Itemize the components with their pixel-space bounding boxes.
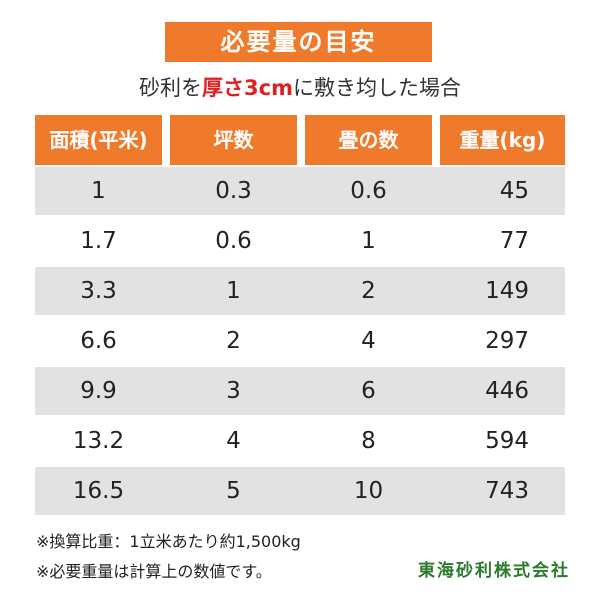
table-cell: 6.6	[80, 328, 117, 354]
table-cell: 5	[226, 478, 241, 504]
table-cell: 446	[485, 378, 529, 404]
table-cell: 16.5	[72, 478, 125, 504]
subtitle: 砂利を厚さ3cmに敷き均した場合	[0, 72, 600, 104]
table-cell: 13.2	[72, 428, 125, 454]
table-cell: 45	[499, 178, 529, 204]
row-background	[35, 467, 565, 515]
column-header: 面積(平米)	[35, 115, 162, 165]
table-cell: 1.7	[80, 228, 117, 254]
subtitle-highlight: 厚さ3cm	[202, 76, 293, 100]
column-header: 坪数	[170, 115, 297, 165]
subtitle-text: 砂利を	[139, 76, 203, 100]
note: ※換算比重：1立米あたり約1,500kg	[36, 532, 301, 551]
table-cell: 3.3	[80, 278, 117, 304]
table-cell: 10	[353, 478, 384, 504]
table-cell: 2	[226, 328, 241, 354]
company-name: 東海砂利株式会社	[418, 561, 570, 581]
table-cell: 1	[361, 228, 376, 254]
table-cell: 0.6	[350, 178, 387, 204]
table-cell: 3	[226, 378, 241, 404]
table-cell: 1	[226, 278, 241, 304]
table-cell: 2	[361, 278, 376, 304]
table-cell: 6	[361, 378, 376, 404]
row-background	[35, 267, 565, 315]
subtitle-text: に敷き均した場合	[292, 76, 461, 100]
table-cell: 0.6	[215, 228, 252, 254]
table-cell: 149	[485, 278, 529, 304]
table-cell: 4	[226, 428, 241, 454]
table-cell: 8	[361, 428, 376, 454]
table-cell: 1	[91, 178, 106, 204]
note: ※必要重量は計算上の数値です。	[36, 562, 272, 581]
table-cell: 77	[499, 228, 529, 254]
table-cell: 9.9	[80, 378, 117, 404]
table-cell: 743	[485, 478, 529, 504]
column-header: 畳の数	[305, 115, 432, 165]
row-background	[35, 167, 565, 215]
table-cell: 0.3	[215, 178, 252, 204]
table-cell: 297	[485, 328, 529, 354]
table-cell: 4	[361, 328, 376, 354]
title: 必要量の目安	[165, 22, 432, 62]
column-header: 重量(kg)	[440, 115, 565, 165]
row-background	[35, 367, 565, 415]
table-cell: 594	[485, 428, 529, 454]
